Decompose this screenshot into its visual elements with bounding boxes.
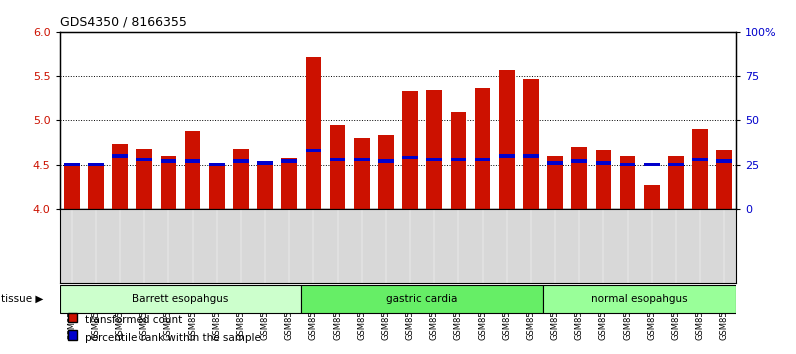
Bar — [547, 156, 563, 209]
Bar — [161, 159, 176, 163]
Text: Barrett esopahgus: Barrett esopahgus — [132, 294, 228, 304]
Bar — [112, 144, 128, 209]
Bar — [136, 149, 152, 209]
Bar — [209, 165, 224, 209]
FancyBboxPatch shape — [302, 285, 543, 314]
Bar — [330, 125, 345, 209]
Bar — [306, 149, 322, 152]
Bar — [572, 159, 587, 163]
Bar — [306, 57, 322, 209]
Bar — [185, 159, 201, 163]
Bar — [402, 156, 418, 159]
Bar — [572, 147, 587, 209]
Text: GDS4350 / 8166355: GDS4350 / 8166355 — [60, 16, 186, 29]
Bar — [88, 165, 103, 209]
Bar — [88, 163, 103, 166]
Bar — [64, 165, 80, 209]
Bar — [644, 185, 660, 209]
Bar — [378, 135, 394, 209]
Bar — [474, 88, 490, 209]
Bar — [595, 150, 611, 209]
Bar — [523, 154, 539, 158]
Bar — [233, 149, 249, 209]
Bar — [112, 154, 128, 158]
Bar — [257, 161, 273, 165]
Bar — [161, 156, 176, 209]
Bar — [668, 163, 684, 166]
Bar — [451, 158, 466, 161]
Bar — [716, 150, 732, 209]
Bar — [620, 156, 635, 209]
Bar — [499, 70, 514, 209]
Bar — [523, 79, 539, 209]
Bar — [595, 161, 611, 165]
Bar — [64, 163, 80, 166]
Bar — [499, 154, 514, 158]
FancyBboxPatch shape — [543, 285, 736, 314]
Bar — [693, 129, 708, 209]
Bar — [716, 159, 732, 163]
Text: transformed count: transformed count — [85, 315, 182, 325]
Bar — [620, 163, 635, 166]
Bar — [547, 161, 563, 165]
Bar — [282, 159, 297, 209]
Bar — [644, 163, 660, 166]
Bar — [693, 158, 708, 161]
Bar — [427, 90, 442, 209]
Bar — [257, 162, 273, 209]
Bar — [330, 158, 345, 161]
Bar — [668, 156, 684, 209]
Bar — [354, 138, 369, 209]
Bar — [378, 159, 394, 163]
Text: tissue ▶: tissue ▶ — [1, 294, 43, 304]
Bar — [354, 158, 369, 161]
Bar — [209, 163, 224, 166]
Bar — [402, 91, 418, 209]
Bar — [233, 159, 249, 163]
Bar — [185, 131, 201, 209]
Bar — [427, 158, 442, 161]
Bar — [282, 159, 297, 163]
Text: percentile rank within the sample: percentile rank within the sample — [85, 333, 261, 343]
Bar — [474, 158, 490, 161]
Text: gastric cardia: gastric cardia — [387, 294, 458, 304]
FancyBboxPatch shape — [60, 285, 302, 314]
Bar — [136, 158, 152, 161]
Text: normal esopahgus: normal esopahgus — [591, 294, 688, 304]
Bar — [451, 112, 466, 209]
